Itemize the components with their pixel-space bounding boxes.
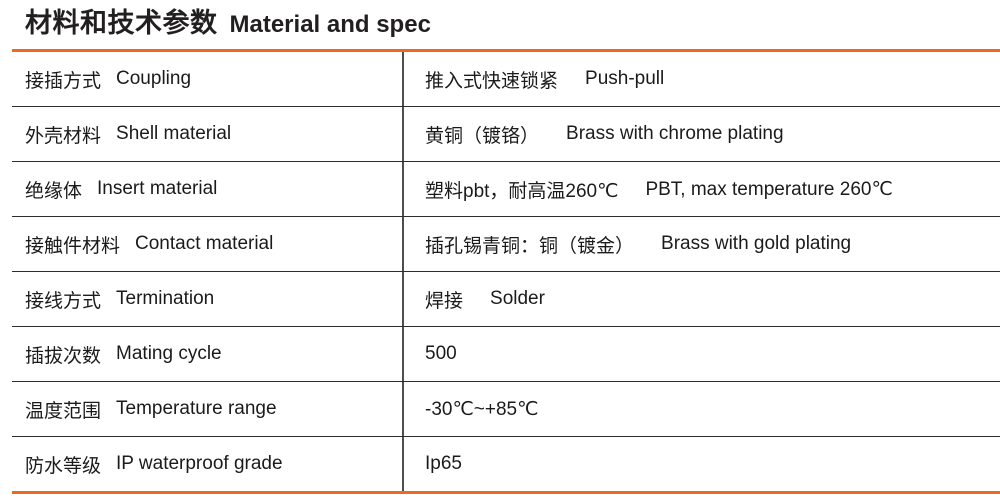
spec-value-secondary: Brass with chrome plating <box>566 123 784 144</box>
spec-label-en: Insert material <box>97 178 218 199</box>
spec-label-en: Temperature range <box>116 398 277 419</box>
spec-value-primary: 塑料pbt，耐高温260℃ <box>425 180 619 202</box>
spec-label-cell: 插拔次数 Mating cycle <box>12 327 404 381</box>
page-title-en: Material and spec <box>229 11 431 38</box>
spec-label-en: Termination <box>116 288 215 309</box>
spec-label-en: IP waterproof grade <box>116 453 283 474</box>
spec-value-secondary: PBT, max temperature 260℃ <box>645 178 893 200</box>
spec-value-cell: 插孔锡青铜：铜（镀金） Brass with gold plating <box>404 217 1000 271</box>
spec-value-cell: 黄铜（镀铬） Brass with chrome plating <box>404 107 1000 161</box>
spec-value-secondary: Solder <box>490 288 545 309</box>
spec-label-zh: 绝缘体 <box>25 180 83 202</box>
spec-label-zh: 接触件材料 <box>25 235 121 257</box>
page-title-zh: 材料和技术参数 <box>25 8 218 38</box>
spec-label-en: Contact material <box>135 233 274 254</box>
spec-label-cell: 接插方式 Coupling <box>12 52 404 106</box>
table-row: 外壳材料 Shell material 黄铜（镀铬） Brass with ch… <box>12 107 1000 162</box>
spec-table: 接插方式 Coupling 推入式快速锁紧 Push-pull 外壳材料 She… <box>12 52 1000 491</box>
table-row: 防水等级 IP waterproof grade Ip65 <box>12 437 1000 491</box>
spec-value-primary: Ip65 <box>425 453 462 474</box>
spec-label-cell: 接线方式 Termination <box>12 272 404 326</box>
spec-label-zh: 温度范围 <box>25 400 102 422</box>
spec-value-cell: 推入式快速锁紧 Push-pull <box>404 52 1000 106</box>
spec-label-cell: 绝缘体 Insert material <box>12 162 404 216</box>
spec-value-cell: 塑料pbt，耐高温260℃ PBT, max temperature 260℃ <box>404 162 1000 216</box>
spec-label-zh: 接线方式 <box>25 290 102 312</box>
spec-label-zh: 防水等级 <box>25 455 102 477</box>
spec-value-primary: 黄铜（镀铬） <box>425 125 540 147</box>
spec-value-primary: -30℃~+85℃ <box>425 398 539 420</box>
spec-value-primary: 焊接 <box>425 290 464 312</box>
table-row: 接触件材料 Contact material 插孔锡青铜：铜（镀金） Brass… <box>12 217 1000 272</box>
spec-label-en: Mating cycle <box>116 343 222 364</box>
spec-label-cell: 温度范围 Temperature range <box>12 382 404 436</box>
table-row: 绝缘体 Insert material 塑料pbt，耐高温260℃ PBT, m… <box>12 162 1000 217</box>
spec-value-cell: 焊接 Solder <box>404 272 1000 326</box>
spec-value-primary: 推入式快速锁紧 <box>425 70 559 92</box>
accent-rule-bottom <box>12 491 1000 494</box>
spec-label-zh: 接插方式 <box>25 70 102 92</box>
spec-label-cell: 防水等级 IP waterproof grade <box>12 437 404 491</box>
spec-value-secondary: Brass with gold plating <box>661 233 852 254</box>
spec-value-primary: 插孔锡青铜：铜（镀金） <box>425 235 635 257</box>
table-row: 接线方式 Termination 焊接 Solder <box>12 272 1000 327</box>
spec-label-en: Shell material <box>116 123 232 144</box>
spec-value-cell: 500 <box>404 327 1000 381</box>
table-row: 插拔次数 Mating cycle 500 <box>12 327 1000 382</box>
spec-label-cell: 接触件材料 Contact material <box>12 217 404 271</box>
spec-value-secondary: Push-pull <box>585 68 665 89</box>
spec-label-zh: 插拔次数 <box>25 345 102 367</box>
spec-label-zh: 外壳材料 <box>25 125 102 147</box>
table-row: 温度范围 Temperature range -30℃~+85℃ <box>12 382 1000 437</box>
spec-value-primary: 500 <box>425 343 457 364</box>
table-row: 接插方式 Coupling 推入式快速锁紧 Push-pull <box>12 52 1000 107</box>
spec-value-cell: -30℃~+85℃ <box>404 382 1000 436</box>
page-title: 材料和技术参数 Material and spec <box>0 0 1000 44</box>
spec-label-cell: 外壳材料 Shell material <box>12 107 404 161</box>
spec-value-cell: Ip65 <box>404 437 1000 491</box>
accent-rule-top <box>12 49 1000 52</box>
spec-label-en: Coupling <box>116 68 192 89</box>
